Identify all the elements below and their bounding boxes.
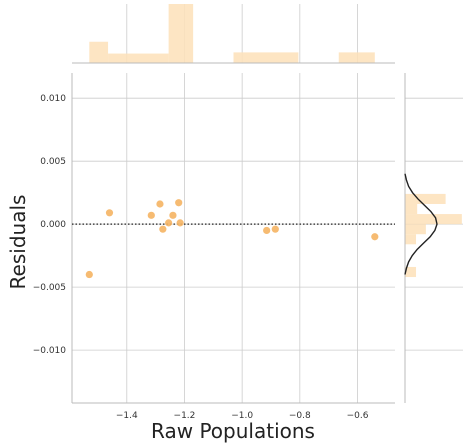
scatter-point <box>85 270 93 279</box>
x-tick-label: −1.0 <box>231 411 253 421</box>
top-histogram-bar <box>233 52 299 63</box>
x-tick-label: −0.6 <box>347 411 369 421</box>
right-histogram-bar <box>405 214 462 225</box>
right-histogram-bar <box>405 266 417 278</box>
scatter-point <box>169 211 177 219</box>
right-kde-curve <box>404 173 438 275</box>
scatter-point <box>263 226 271 235</box>
y-tick-label: −0.010 <box>33 346 67 356</box>
y-tick-label: 0.000 <box>40 220 66 230</box>
y-axis-label: Residuals <box>6 195 30 290</box>
scatter-point <box>165 219 173 227</box>
scatter-point <box>105 209 114 217</box>
x-tick-label: −1.4 <box>116 411 138 421</box>
x-tick-label: −1.2 <box>174 411 196 421</box>
right-histogram-bar <box>405 203 418 215</box>
marginal-y-panel <box>404 73 463 403</box>
top-histogram-bar <box>168 4 194 63</box>
x-axis-label: Raw Populations <box>151 419 315 443</box>
scatter-point <box>156 200 164 208</box>
y-tick-label: −0.005 <box>33 283 66 293</box>
top-histogram-bar <box>338 52 375 63</box>
right-histogram-bar <box>405 234 417 245</box>
y-tick-label: 0.010 <box>40 94 66 104</box>
scatter-point <box>175 199 183 207</box>
main-marks <box>72 199 395 279</box>
top-histogram-bar <box>89 41 109 63</box>
scatter-point <box>371 233 379 241</box>
x-tick-label: −0.8 <box>289 411 311 421</box>
right-histogram-bar <box>405 193 446 204</box>
tick-labels: −1.4 −1.2 −1.0 −0.8 −0.6 −0.010 −0.005 0.000 0.0… <box>33 94 369 421</box>
scatter-point <box>159 225 167 233</box>
marginal-x-panel <box>72 4 395 64</box>
main-grid <box>71 73 395 404</box>
scatter-point <box>147 211 155 219</box>
top-histogram-bar <box>108 53 169 63</box>
scatter-point <box>176 219 184 227</box>
right-histogram-bar <box>405 224 426 235</box>
scatter-point <box>271 225 279 233</box>
y-tick-label: 0.005 <box>40 157 66 167</box>
